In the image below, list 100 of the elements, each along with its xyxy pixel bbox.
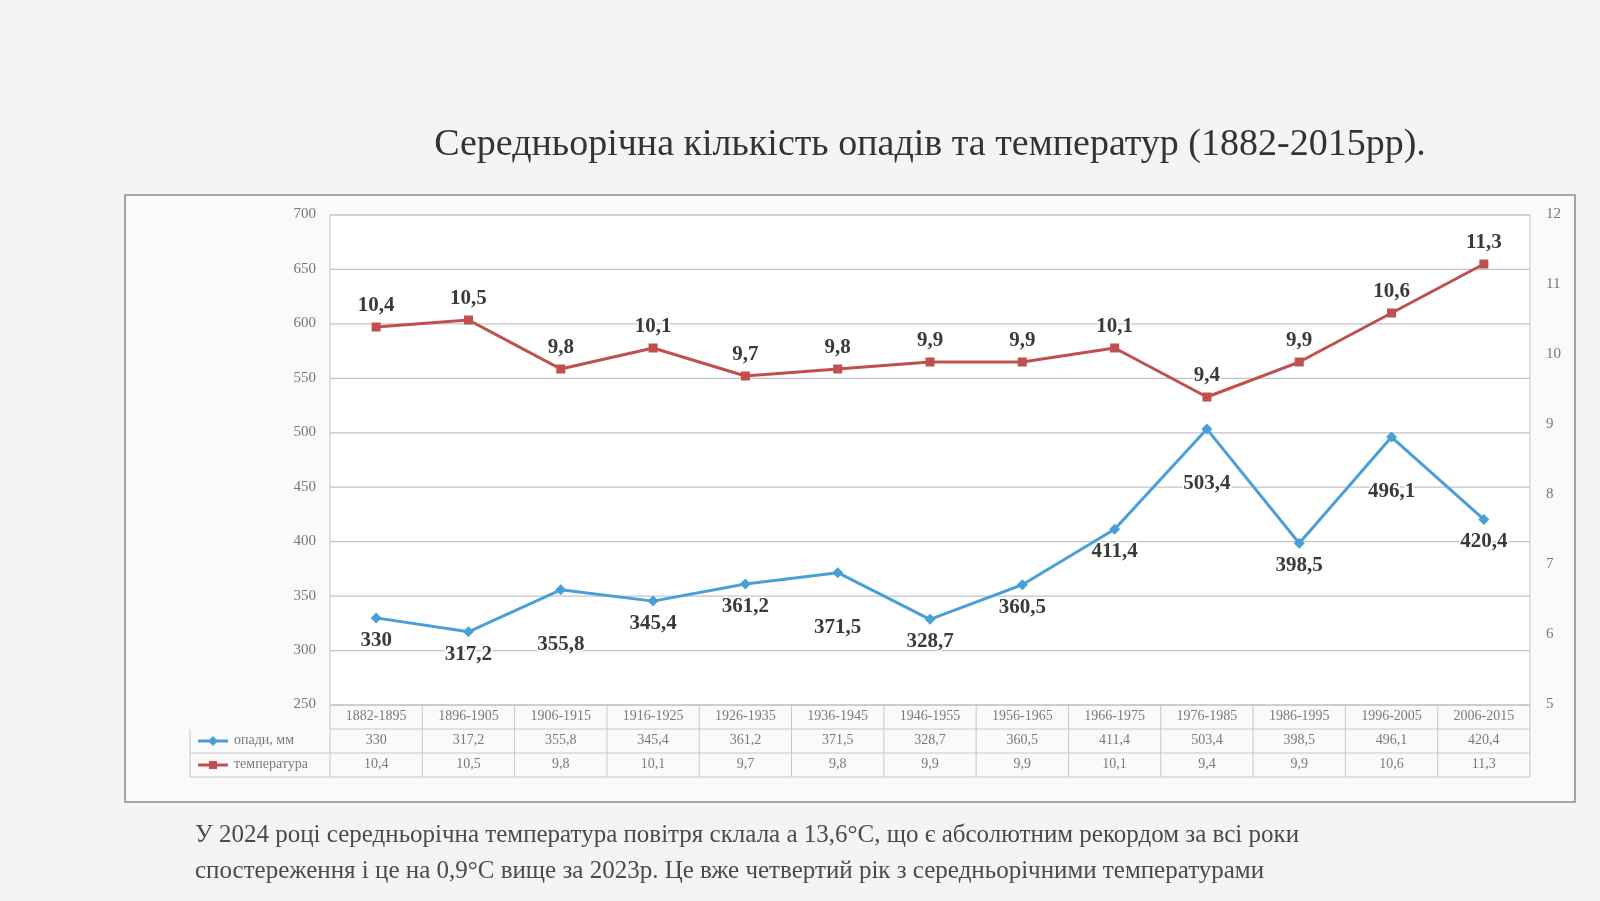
text: спостереження і це на 0,9°С вище за 2023р. Це вже четвертий рік з середньорічними температурами [195, 856, 1265, 883]
point [648, 343, 658, 353]
text: 345,4 [629, 610, 677, 635]
text: 328,7 [906, 628, 954, 653]
x-tick-label: 1906-1915 [530, 708, 592, 724]
data-label: 10,4 [363, 756, 389, 772]
data-label: 411,4 [1099, 732, 1131, 748]
y2-tick-label: 6 [1546, 625, 1554, 642]
y-tick-label: 350 [293, 586, 316, 603]
y2-tick-label: 11 [1546, 275, 1561, 292]
text: 10,6 [1373, 278, 1410, 302]
text: 503,4 [1183, 470, 1231, 495]
point [925, 357, 935, 367]
data-label: 360,5 [1006, 732, 1039, 748]
text: У 2024 році середньорічна температура повітря склала а 13,6°С, що є абсолютним рекордом за всі роки [195, 820, 1300, 847]
data-label: 317,2 [452, 732, 485, 748]
text: 9,4 [1193, 362, 1221, 386]
data-label: 10,6 [1379, 756, 1404, 772]
text: 317,2 [444, 640, 493, 665]
text: 360,5 [998, 593, 1046, 618]
text: 496,1 [1367, 478, 1416, 503]
point [1479, 259, 1489, 269]
text: 9,7 [732, 341, 759, 365]
point [462, 626, 474, 638]
text: 398,5 [1275, 552, 1323, 577]
data-label: 328,7 [914, 732, 946, 748]
data-label: 9,4 [1198, 756, 1216, 772]
x-tick-label: 1976-1985 [1176, 708, 1238, 724]
data-label: 345,4 [637, 732, 669, 748]
point [371, 322, 381, 332]
text: 355,8 [537, 630, 585, 655]
text: 10,5 [450, 285, 487, 309]
point [1017, 357, 1027, 367]
y2-tick-label: 10 [1546, 345, 1561, 362]
x-tick-label: 1916-1925 [622, 708, 684, 724]
text: 10,1 [1096, 313, 1133, 337]
data-label: 330 [365, 732, 387, 748]
data-label: 496,1 [1375, 732, 1408, 748]
point [1478, 513, 1490, 525]
point [1294, 357, 1304, 367]
y-tick-label: 600 [293, 314, 316, 331]
data-label: 361,2 [729, 732, 762, 748]
y2-tick-label: 9 [1546, 415, 1554, 432]
y2-tick-label: 12 [1546, 205, 1561, 222]
data-label: 503,4 [1191, 732, 1223, 748]
y-tick-label: 450 [293, 477, 316, 494]
data-label: 9,9 [921, 756, 939, 772]
y-tick-label: 650 [293, 259, 316, 276]
data-label: 9,8 [828, 756, 847, 772]
data-label: 420,4 [1468, 732, 1500, 748]
point [833, 364, 843, 374]
chart-title: Середньорічна кількість опадів та температур (1882-2015рр). [434, 121, 1426, 164]
text: 420,4 [1460, 528, 1508, 553]
point [1110, 343, 1120, 353]
point [1202, 392, 1212, 402]
legend-label: опади, мм [234, 732, 295, 748]
point [740, 371, 750, 381]
text: 10,4 [357, 292, 395, 316]
x-tick-label: 1936-1945 [807, 708, 869, 724]
data-label: 9,9 [1013, 756, 1032, 772]
text: 9,9 [1009, 327, 1036, 351]
text: 361,2 [721, 592, 770, 617]
point [1293, 537, 1305, 549]
text: 371,5 [814, 613, 862, 638]
data-label: 10,1 [1102, 756, 1127, 772]
text: 9,9 [916, 327, 944, 351]
point [556, 364, 566, 374]
point [1016, 579, 1028, 591]
x-tick-label: 1996-2005 [1361, 708, 1422, 724]
text: 330 [360, 626, 392, 651]
data-label: 9,8 [552, 756, 570, 772]
y-tick-label: 700 [293, 205, 316, 222]
data-label: 398,5 [1283, 732, 1315, 748]
legend-label: температура [234, 756, 309, 772]
y2-tick-label: 5 [1546, 695, 1554, 712]
text: 10,1 [634, 313, 672, 337]
point [370, 612, 382, 624]
point [924, 613, 936, 625]
point [1109, 523, 1121, 535]
x-tick-label: 1966-1975 [1084, 708, 1145, 724]
y2-tick-label: 8 [1546, 485, 1554, 502]
x-tick-label: 1926-1935 [715, 708, 776, 724]
x-tick-label: 1896-1905 [438, 708, 499, 724]
data-label: 9,9 [1290, 756, 1308, 772]
data-label: 355,8 [545, 732, 577, 748]
point [739, 578, 751, 590]
data-label: 11,3 [1471, 756, 1496, 772]
point [1386, 431, 1398, 443]
y-tick-label: 250 [293, 695, 316, 712]
data-label: 371,5 [821, 732, 854, 748]
data-label: 10,1 [640, 756, 666, 772]
x-tick-label: 1882-1895 [345, 708, 407, 724]
text: 9,8 [547, 334, 574, 358]
data-label: 9,7 [736, 756, 755, 772]
point [1387, 308, 1397, 318]
text: 11,3 [1466, 229, 1502, 253]
x-tick-label: 2006-2015 [1453, 708, 1515, 724]
x-tick-label: 1986-1995 [1268, 708, 1330, 724]
text: 411,4 [1091, 538, 1138, 563]
point [647, 595, 659, 607]
